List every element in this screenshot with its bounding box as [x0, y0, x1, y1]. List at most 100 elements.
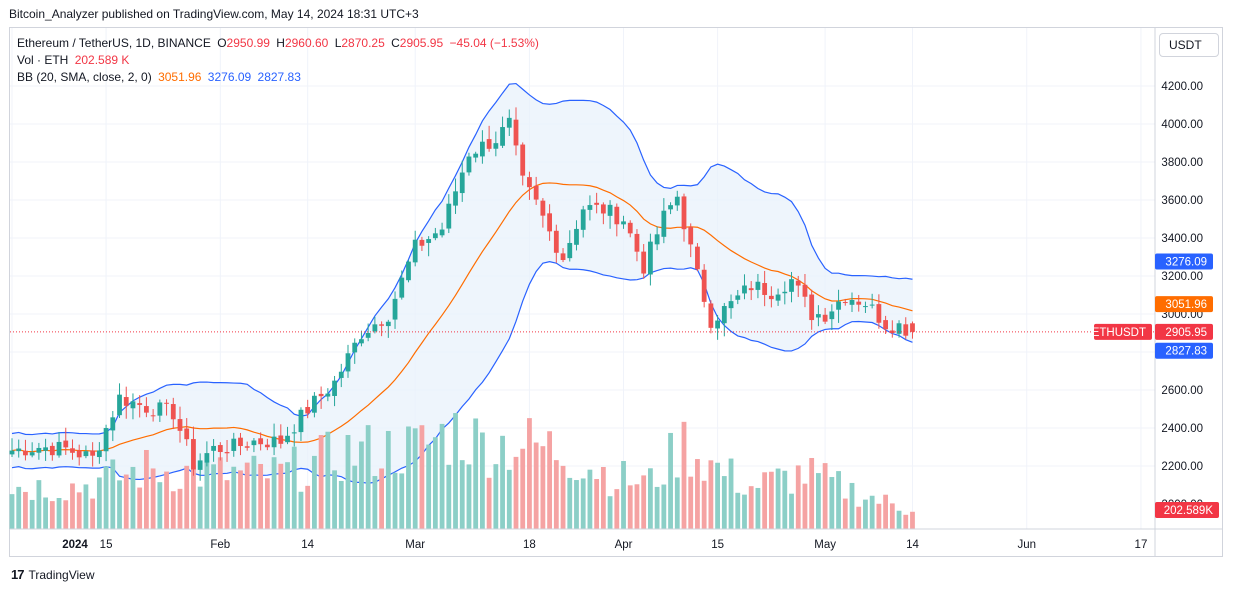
- symbol-badge: ETHUSDT: [1092, 323, 1152, 340]
- candle-body: [9, 450, 15, 455]
- price-tick-label: 2200.00: [1161, 461, 1203, 473]
- candle-body: [701, 269, 707, 302]
- volume-bar: [36, 480, 42, 529]
- candle-body: [486, 139, 492, 149]
- candle-body: [23, 450, 28, 456]
- volume-bar: [910, 511, 915, 529]
- currency-selector-button[interactable]: USDT: [1159, 33, 1219, 57]
- tradingview-logo-icon: 17: [11, 567, 25, 582]
- volume-bar: [842, 498, 848, 529]
- volume-bar: [849, 482, 855, 529]
- legend-change: −45.04 (−1.53%): [449, 36, 539, 50]
- candle-body: [869, 304, 875, 306]
- volume-bar: [164, 471, 169, 529]
- candle-body: [150, 415, 156, 417]
- volume-bar: [567, 477, 573, 529]
- candle-body: [453, 191, 458, 206]
- candle-body: [816, 314, 821, 318]
- candle-body: [594, 202, 600, 205]
- candle-body: [466, 156, 472, 173]
- candle-body: [721, 306, 727, 324]
- volume-bar: [439, 423, 445, 529]
- candle-body: [883, 320, 888, 330]
- legend-vol-value: 202.589 K: [74, 53, 130, 67]
- volume-bar: [264, 478, 270, 529]
- legend-bb-upper: 3276.09: [207, 70, 252, 84]
- volume-bar: [795, 465, 801, 529]
- volume-bar: [217, 457, 223, 529]
- volume-bar: [251, 455, 257, 529]
- currency-label: USDT: [1169, 38, 1202, 52]
- volume-bar: [540, 446, 546, 529]
- lower-band-badge-text: 2827.83: [1165, 346, 1207, 358]
- price-tick-label: 3800.00: [1161, 157, 1203, 169]
- volume-bar: [83, 484, 89, 529]
- volume-bar: [473, 418, 479, 529]
- legend-ohlc-row: Ethereum / TetherUS, 1D, BINANCE O2950.9…: [17, 35, 539, 52]
- candle-body: [170, 404, 176, 420]
- volume-bar: [459, 460, 465, 529]
- time-tick-label: Jun: [1017, 539, 1036, 551]
- legend-vol-label[interactable]: Vol · ETH: [17, 53, 69, 67]
- basis-badge: 3051.96: [1155, 296, 1213, 313]
- candle-body: [392, 298, 398, 320]
- candle-body: [540, 200, 546, 216]
- volume-bar: [762, 472, 768, 529]
- volume-bar: [43, 497, 48, 529]
- price-tick-label: 2600.00: [1161, 385, 1203, 397]
- volume-bar: [580, 478, 586, 529]
- volume-bar: [553, 460, 559, 529]
- candle-body: [231, 438, 237, 451]
- volume-bar: [312, 455, 317, 529]
- legend-symbol[interactable]: Ethereum / TetherUS, 1D, BINANCE: [17, 36, 211, 50]
- price-tick-label: 3400.00: [1161, 233, 1203, 245]
- volume-bar: [533, 442, 539, 529]
- tradingview-logo[interactable]: 17 TradingView: [11, 567, 95, 582]
- upper-band-badge-text: 3276.09: [1165, 257, 1207, 269]
- volume-bar: [29, 499, 35, 529]
- candle-body: [728, 301, 734, 309]
- time-tick-label: 15: [711, 539, 724, 551]
- volume-bar: [789, 493, 794, 529]
- volume-bar: [16, 486, 22, 529]
- volume-bar: [715, 462, 720, 529]
- volume-bar: [896, 510, 902, 529]
- volume-bar: [103, 466, 109, 529]
- volume-bar: [708, 460, 714, 529]
- candle-body: [688, 226, 694, 245]
- candle-body: [607, 204, 613, 216]
- candle-body: [762, 283, 768, 295]
- candle-body: [238, 437, 243, 447]
- volume-bar: [829, 477, 835, 529]
- candle-body: [748, 288, 754, 291]
- candle-body: [446, 203, 452, 229]
- volume-bar: [177, 488, 183, 529]
- lower-band-badge: 2827.83: [1155, 342, 1213, 359]
- volume-badge: 202.589K: [1155, 502, 1219, 518]
- volume-bar: [70, 483, 75, 529]
- candle-body: [654, 234, 660, 245]
- volume-bar: [466, 464, 472, 529]
- volume-bar: [359, 441, 364, 529]
- legend-bb-label[interactable]: BB (20, SMA, close, 2, 0): [17, 70, 152, 84]
- price-axis: 2200.002400.002600.002800.003000.003200.…: [1161, 81, 1203, 511]
- volume-bar: [211, 464, 216, 529]
- candle-body: [385, 321, 391, 327]
- candle-body: [829, 311, 835, 320]
- legend-l-label: L: [334, 36, 342, 50]
- volume-bar: [130, 466, 136, 529]
- candle-body: [285, 435, 290, 443]
- candle-body: [842, 302, 848, 304]
- volume-bar: [318, 435, 324, 529]
- candle-body: [278, 435, 284, 444]
- time-tick-label: 17: [1135, 539, 1148, 551]
- volume-bar: [856, 506, 862, 529]
- candle-body: [506, 117, 512, 128]
- candle-body: [16, 448, 22, 452]
- candle-body: [29, 452, 35, 456]
- volume-bar: [392, 472, 398, 529]
- candle-body: [191, 439, 196, 470]
- candle-body: [372, 324, 378, 332]
- volume-bar: [560, 465, 566, 529]
